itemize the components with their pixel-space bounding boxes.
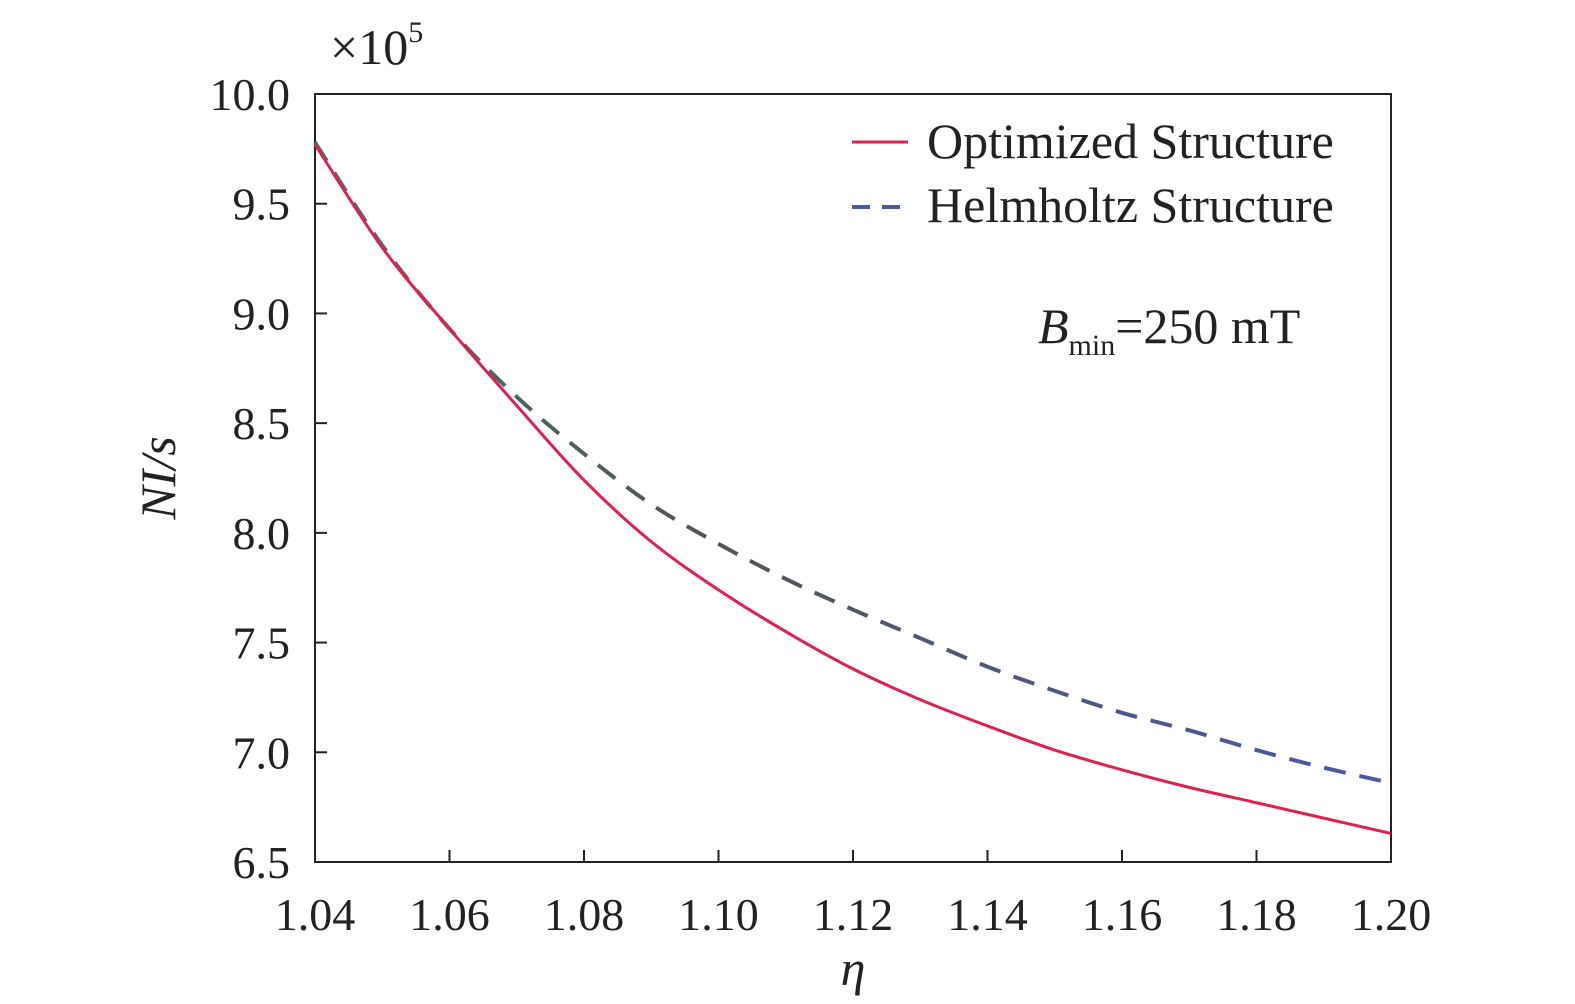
x-tick-label: 1.14 <box>947 889 1028 940</box>
y-tick-label: 7.5 <box>233 618 291 669</box>
y-tick-label: 8.0 <box>233 508 291 559</box>
x-tick-label: 1.10 <box>678 889 759 940</box>
legend-label-optimized: Optimized Structure <box>927 113 1334 169</box>
y-axis-multiplier-exponent: 5 <box>408 16 423 49</box>
y-tick-label: 7.0 <box>233 727 291 778</box>
y-tick-label: 8.5 <box>233 398 291 449</box>
x-tick-label: 1.08 <box>544 889 625 940</box>
annotation-subscript: min <box>1069 329 1116 362</box>
y-tick-label: 9.5 <box>233 179 291 230</box>
x-tick-label: 1.18 <box>1216 889 1297 940</box>
y-axis-ticks: 6.5 7.0 7.5 8.0 8.5 9.0 9.5 10.0 <box>210 69 327 888</box>
y-axis-multiplier-base: ×10 <box>330 19 408 75</box>
x-axis-title: η <box>841 940 866 996</box>
legend: Optimized Structure Helmholtz Structure <box>852 113 1334 233</box>
x-tick-label: 1.12 <box>813 889 894 940</box>
y-tick-label: 6.5 <box>233 837 291 888</box>
legend-label-helmholtz: Helmholtz Structure <box>927 177 1334 233</box>
series-line-helmholtz <box>313 141 1392 785</box>
y-axis-multiplier: ×105 <box>330 16 423 75</box>
x-axis-ticks: 1.04 1.06 1.08 1.10 1.12 1.14 1.16 1.18 1.20 <box>275 850 1432 940</box>
annotation-value: =250 mT <box>1115 298 1300 354</box>
annotation-symbol: B <box>1038 298 1069 354</box>
x-tick-label: 1.20 <box>1351 889 1432 940</box>
field-annotation: Bmin=250 mT <box>1038 298 1300 362</box>
y-axis-title: NI/s <box>130 436 186 520</box>
y-tick-label: 9.0 <box>233 288 291 339</box>
x-tick-label: 1.06 <box>409 889 490 940</box>
series-layer <box>313 141 1392 835</box>
y-tick-label: 10.0 <box>210 69 291 120</box>
series-line-optimized <box>313 143 1392 835</box>
x-tick-label: 1.04 <box>275 889 356 940</box>
x-tick-label: 1.16 <box>1082 889 1163 940</box>
